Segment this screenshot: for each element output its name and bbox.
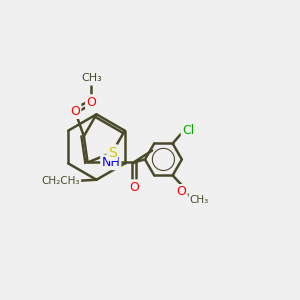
Text: O: O xyxy=(129,181,139,194)
Text: O: O xyxy=(177,185,187,198)
Text: S: S xyxy=(108,146,117,160)
Text: O: O xyxy=(70,105,80,118)
Text: NH: NH xyxy=(101,156,120,169)
Text: O: O xyxy=(86,95,96,109)
Text: Cl: Cl xyxy=(182,124,194,136)
Text: CH₃: CH₃ xyxy=(190,195,209,205)
Text: CH₂CH₃: CH₂CH₃ xyxy=(42,176,80,186)
Text: CH₃: CH₃ xyxy=(81,73,102,83)
